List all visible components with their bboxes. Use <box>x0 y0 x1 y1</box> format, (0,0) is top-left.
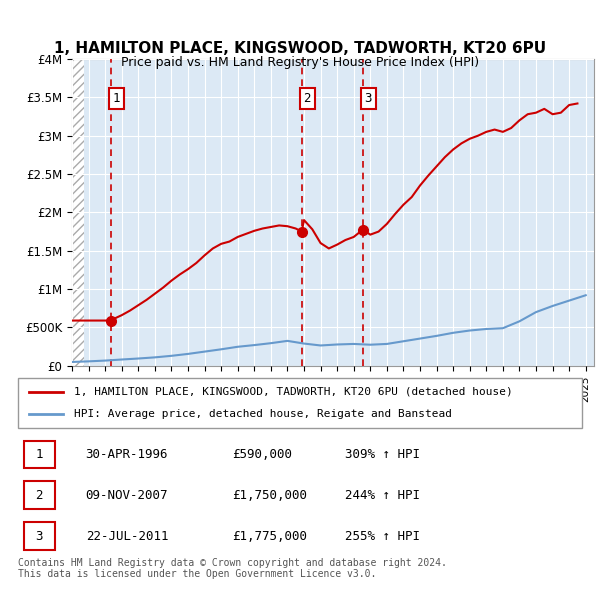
FancyBboxPatch shape <box>23 441 55 468</box>
Text: 1, HAMILTON PLACE, KINGSWOOD, TADWORTH, KT20 6PU: 1, HAMILTON PLACE, KINGSWOOD, TADWORTH, … <box>54 41 546 56</box>
Text: 1, HAMILTON PLACE, KINGSWOOD, TADWORTH, KT20 6PU (detached house): 1, HAMILTON PLACE, KINGSWOOD, TADWORTH, … <box>74 386 513 396</box>
Text: 255% ↑ HPI: 255% ↑ HPI <box>345 529 420 543</box>
Bar <box>72 59 83 366</box>
Text: £1,775,000: £1,775,000 <box>232 529 307 543</box>
FancyBboxPatch shape <box>23 481 55 509</box>
Text: 1: 1 <box>35 448 43 461</box>
Text: Contains HM Land Registry data © Crown copyright and database right 2024.
This d: Contains HM Land Registry data © Crown c… <box>18 558 447 579</box>
Text: Price paid vs. HM Land Registry's House Price Index (HPI): Price paid vs. HM Land Registry's House … <box>121 56 479 69</box>
Text: 30-APR-1996: 30-APR-1996 <box>86 448 168 461</box>
FancyBboxPatch shape <box>23 522 55 550</box>
Text: 309% ↑ HPI: 309% ↑ HPI <box>345 448 420 461</box>
Text: HPI: Average price, detached house, Reigate and Banstead: HPI: Average price, detached house, Reig… <box>74 409 452 419</box>
Text: 3: 3 <box>35 529 43 543</box>
FancyBboxPatch shape <box>18 378 582 428</box>
Text: £590,000: £590,000 <box>232 448 292 461</box>
Bar <box>72 59 83 366</box>
Text: 2: 2 <box>35 489 43 502</box>
Text: 2: 2 <box>304 92 311 105</box>
Text: 22-JUL-2011: 22-JUL-2011 <box>86 529 168 543</box>
Text: 1: 1 <box>112 92 120 105</box>
Text: 3: 3 <box>364 92 372 105</box>
Text: 09-NOV-2007: 09-NOV-2007 <box>86 489 168 502</box>
Text: 244% ↑ HPI: 244% ↑ HPI <box>345 489 420 502</box>
Text: £1,750,000: £1,750,000 <box>232 489 307 502</box>
